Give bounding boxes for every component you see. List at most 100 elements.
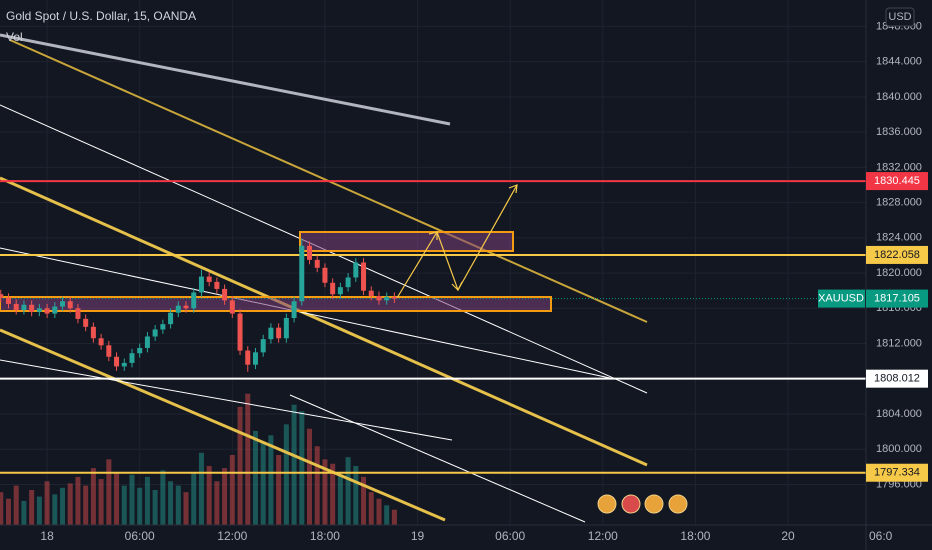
- candle-body: [21, 304, 27, 311]
- price-level-tag: [866, 463, 928, 482]
- volume-bar: [391, 509, 397, 525]
- x-tick-label: 12:00: [588, 529, 618, 543]
- candle-body: [191, 292, 197, 309]
- volume-bar: [229, 455, 235, 525]
- volume-bar: [67, 483, 73, 525]
- candle-body: [222, 288, 228, 301]
- candle-body: [129, 353, 135, 363]
- volume-pane: [0, 393, 397, 525]
- volume-bar: [361, 476, 367, 525]
- candle-body: [276, 327, 282, 339]
- candle-body: [291, 301, 297, 318]
- y-tick-label: 1836.000: [876, 126, 922, 138]
- candle-body: [299, 245, 305, 302]
- arrow-head: [451, 281, 463, 292]
- candle-body: [0, 294, 4, 298]
- candle-body: [384, 296, 390, 301]
- volume-bar: [121, 485, 127, 525]
- levels: [0, 180, 866, 474]
- last-price-tag: [866, 289, 928, 308]
- volume-bar: [106, 459, 112, 525]
- y-tick-label: 1844.000: [876, 56, 922, 68]
- candle-body: [206, 276, 212, 282]
- volume-bar: [21, 500, 27, 525]
- volume-bar: [368, 492, 374, 525]
- volume-bar: [276, 455, 282, 525]
- candle-body: [198, 276, 204, 293]
- volume-bar: [353, 465, 359, 525]
- volume-bar: [283, 424, 289, 525]
- volume-bar: [175, 485, 181, 525]
- volume-bar: [198, 452, 204, 525]
- volume-bar: [114, 472, 120, 525]
- trend-line: [0, 176, 648, 467]
- volume-bar: [314, 446, 320, 525]
- forecast-path: [396, 184, 518, 299]
- candle-body: [90, 326, 96, 339]
- candle-body: [229, 300, 235, 314]
- candle-body: [144, 336, 150, 348]
- candle-body: [353, 262, 359, 278]
- event-icon[interactable]: [668, 494, 688, 514]
- volume-bar: [60, 487, 66, 525]
- candle-body: [175, 305, 181, 313]
- x-tick-label: 18:00: [310, 529, 340, 543]
- symbol-label: XAUUSD: [818, 292, 864, 304]
- volume-bar: [0, 492, 4, 525]
- volume-bar: [98, 479, 104, 525]
- candle-body: [330, 282, 336, 295]
- candle-body: [314, 259, 320, 268]
- volume-bar: [268, 435, 274, 525]
- candle-body: [376, 295, 382, 301]
- candle-body: [237, 313, 243, 351]
- y-tick-label: 1820.000: [876, 267, 922, 279]
- volume-bar: [52, 494, 58, 525]
- candle-body: [183, 305, 189, 309]
- event-icon[interactable]: [597, 494, 617, 514]
- candle-body: [114, 356, 120, 367]
- candle-body: [36, 308, 42, 312]
- event-icon[interactable]: [644, 494, 664, 514]
- y-tick-label: 1832.000: [876, 161, 922, 173]
- candle-body: [52, 306, 58, 314]
- x-tick-label: 06:00: [495, 529, 525, 543]
- volume-bar: [322, 459, 328, 525]
- volume-bar: [90, 468, 96, 525]
- chart-title: Gold Spot / U.S. Dollar, 15, OANDA: [6, 9, 196, 23]
- volume-bar: [252, 430, 258, 525]
- candle-body: [60, 301, 66, 307]
- x-tick-label: 12:00: [217, 529, 247, 543]
- candle-body: [67, 301, 73, 309]
- candle-body: [391, 296, 397, 299]
- volume-bar: [291, 404, 297, 525]
- price-level-tag: [866, 369, 928, 388]
- candle-body: [13, 303, 19, 311]
- volume-bar: [214, 481, 220, 525]
- currency: USD: [888, 11, 911, 23]
- time-axis: 18 06:00 12:00 18:00 19 06:00 12:00 18:00 20 06:0: [40, 529, 892, 543]
- candle-body: [98, 338, 104, 346]
- x-tick-label: 18: [40, 529, 54, 543]
- candles: [0, 238, 397, 372]
- price-level-label: 1797.334: [874, 467, 920, 479]
- volume-bar: [307, 428, 313, 525]
- candle-body: [137, 347, 143, 354]
- volume-bar: [337, 474, 343, 525]
- volume-bar: [384, 505, 390, 525]
- currency-button[interactable]: [885, 7, 915, 27]
- event-icon[interactable]: [621, 494, 641, 514]
- price-level-label: 1830.445: [874, 175, 920, 187]
- x-tick-label: 18:00: [680, 529, 710, 543]
- candle-body: [337, 287, 343, 295]
- candle-body: [268, 327, 274, 340]
- candle-body: [345, 277, 351, 288]
- candle-body: [121, 362, 127, 367]
- candle-body: [361, 262, 367, 291]
- candle-body: [160, 324, 166, 330]
- price-level-label: 1822.058: [874, 249, 920, 261]
- volume-bar: [222, 468, 228, 525]
- price-axis-panel: [866, 0, 932, 550]
- price-level-label: 1808.012: [874, 373, 920, 385]
- volume-bar: [5, 498, 11, 525]
